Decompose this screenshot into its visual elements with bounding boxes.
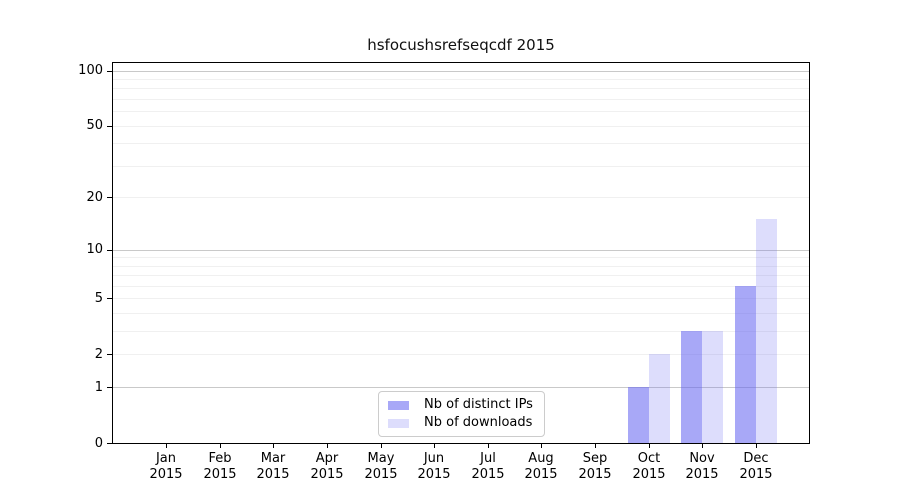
bar [681,331,702,443]
x-tick-label: Nov 2015 [685,451,719,482]
gridline-major [113,71,809,72]
y-tick-label: 20 [86,190,103,205]
chart-title: hsfocushsrefseqcdf 2015 [367,36,555,54]
x-tick-mark [488,444,489,448]
gridline-minor [113,197,809,198]
y-tick-mark [107,71,112,72]
x-tick-label: Mar 2015 [256,451,290,482]
x-tick-label: Apr 2015 [310,451,344,482]
gridline-minor [113,298,809,299]
y-tick-mark [107,443,112,444]
x-tick-mark [595,444,596,448]
legend-swatch-distinct-ips [388,400,409,410]
x-tick-mark [541,444,542,448]
gridline-minor [113,143,809,144]
y-tick-label: 50 [86,118,103,133]
x-tick-label: Aug 2015 [524,451,558,482]
x-tick-mark [381,444,382,448]
x-tick-mark [273,444,274,448]
bar [702,331,723,443]
legend-entry-downloads: Nb of downloads [388,415,533,431]
y-tick-mark [107,126,112,127]
y-tick-mark [107,197,112,198]
y-tick-mark [107,387,112,388]
x-tick-mark [702,444,703,448]
gridline-minor [113,354,809,355]
x-tick-label: Jan 2015 [149,451,183,482]
gridline-minor [113,257,809,258]
gridline-minor [113,313,809,314]
gridline-minor [113,111,809,112]
gridline-minor [113,99,809,100]
bar [756,219,777,443]
x-tick-mark [434,444,435,448]
x-tick-label: Jun 2015 [417,451,451,482]
x-tick-mark [220,444,221,448]
gridline-minor [113,275,809,276]
x-tick-label: Oct 2015 [632,451,666,482]
legend-label-downloads: Nb of downloads [424,415,533,430]
plot-area [112,62,810,444]
gridline-minor [113,88,809,89]
legend-swatch-downloads [388,418,409,428]
x-tick-label: Feb 2015 [203,451,237,482]
x-tick-label: Dec 2015 [739,451,773,482]
bar [649,354,670,443]
gridline-minor [113,286,809,287]
x-tick-mark [756,444,757,448]
y-tick-label: 2 [94,347,103,362]
x-tick-label: Jul 2015 [471,451,505,482]
legend: Nb of distinct IPs Nb of downloads [378,391,545,437]
y-tick-label: 10 [86,242,103,257]
x-tick-mark [327,444,328,448]
x-tick-mark [649,444,650,448]
y-tick-mark [107,298,112,299]
x-tick-label: Sep 2015 [578,451,612,482]
y-tick-mark [107,250,112,251]
gridline-major [113,387,809,388]
bar [735,286,756,443]
gridline-minor [113,79,809,80]
x-tick-mark [166,444,167,448]
legend-entry-distinct-ips: Nb of distinct IPs [388,397,533,413]
y-tick-label: 100 [78,63,103,78]
gridline-major [113,250,809,251]
legend-label-distinct-ips: Nb of distinct IPs [424,397,533,412]
gridline-minor [113,266,809,267]
y-tick-label: 1 [94,380,103,395]
y-tick-label: 0 [94,436,103,451]
y-tick-label: 5 [94,291,103,306]
x-tick-label: May 2015 [364,451,398,482]
gridline-minor [113,126,809,127]
bar [628,387,649,443]
gridline-minor [113,166,809,167]
gridline-minor [113,331,809,332]
y-tick-mark [107,354,112,355]
